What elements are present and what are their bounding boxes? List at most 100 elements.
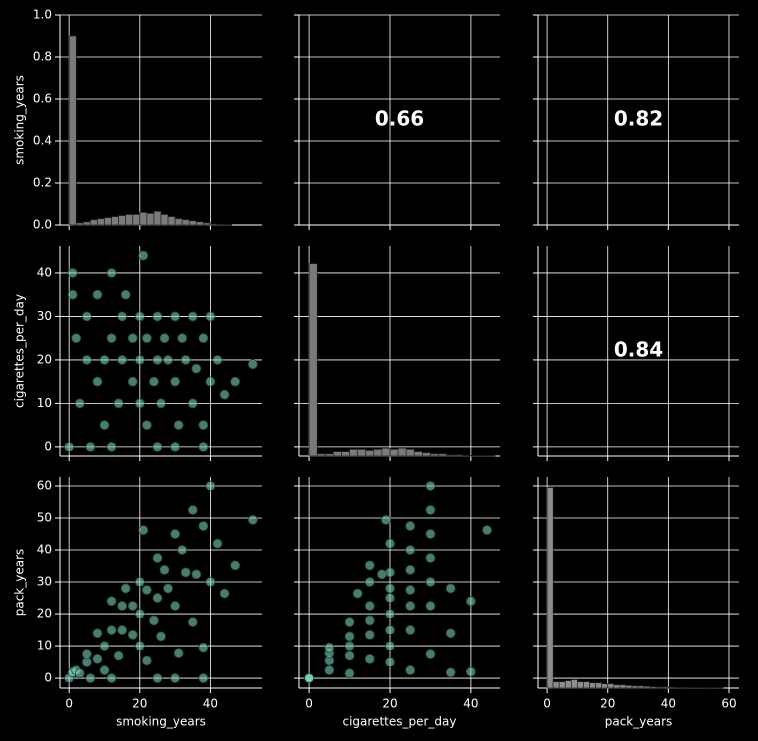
- scatter-point: [117, 311, 128, 322]
- y-axis-label: cigarettes_per_day: [13, 294, 27, 408]
- histogram-bar: [357, 449, 367, 457]
- scatter-point: [212, 355, 223, 365]
- scatter-point: [385, 609, 395, 619]
- y-tick-label: 60: [37, 478, 52, 492]
- scatter-point: [405, 545, 416, 555]
- histogram-bar: [381, 447, 391, 457]
- histogram-bar: [104, 217, 112, 226]
- scatter-point: [117, 601, 128, 611]
- scatter-point: [117, 625, 128, 635]
- histogram-bar: [125, 214, 134, 226]
- scatter-point: [67, 289, 78, 300]
- histogram-bar: [405, 449, 415, 457]
- x-tick-label: 20: [132, 697, 147, 711]
- y-tick-label: 10: [37, 396, 52, 410]
- scatter-point: [180, 355, 191, 365]
- histogram-bar: [413, 451, 423, 457]
- scatter-point: [134, 355, 145, 365]
- histogram-bar: [188, 220, 197, 226]
- y-tick-label: 40: [37, 543, 52, 557]
- histogram-bar: [181, 219, 190, 226]
- scatter-point: [425, 577, 436, 587]
- scatter-point: [465, 666, 476, 677]
- scatter-point: [198, 441, 209, 452]
- scatter-point: [205, 577, 216, 587]
- histogram-bar: [680, 687, 687, 689]
- y-tick-label: 30: [37, 575, 52, 589]
- scatter-point: [141, 655, 152, 666]
- scatter-point: [106, 625, 117, 635]
- scatter-point: [405, 601, 416, 611]
- y-tick-label: 0: [44, 439, 52, 453]
- scatter-point: [127, 601, 138, 611]
- scatter-point: [198, 642, 209, 653]
- scatter-point: [219, 389, 230, 400]
- y-tick-label: 30: [37, 309, 52, 323]
- scatter-point: [138, 525, 149, 536]
- histogram-bar: [373, 449, 383, 457]
- scatter-point: [385, 657, 395, 667]
- scatter-point: [117, 355, 128, 365]
- histogram-bar: [174, 218, 183, 226]
- histogram-bar: [655, 686, 663, 689]
- scatter-point: [230, 560, 241, 571]
- scatter-point: [173, 420, 184, 431]
- x-tick-label: 0: [543, 697, 551, 711]
- y-tick-label: 20: [37, 607, 52, 621]
- scatter-point: [127, 376, 138, 387]
- histogram-bar: [631, 685, 639, 689]
- scatter-point: [127, 629, 138, 640]
- scatter-point: [205, 481, 216, 491]
- scatter-point: [385, 593, 395, 603]
- histogram-bar: [619, 684, 627, 689]
- histogram-bar: [160, 214, 169, 226]
- scatter-point: [99, 355, 110, 365]
- scatter-point: [152, 441, 163, 452]
- y-tick-label: 0.2: [33, 176, 52, 190]
- histogram-bar: [601, 683, 609, 689]
- scatter-point: [247, 515, 258, 525]
- scatter-point: [405, 665, 416, 675]
- scatter-point: [71, 333, 82, 344]
- histogram-bar: [365, 450, 375, 457]
- scatter-point: [219, 588, 230, 599]
- histogram-bar: [217, 224, 225, 226]
- scatter-point: [425, 481, 436, 491]
- scatter-point: [405, 564, 416, 575]
- scatter-point: [425, 505, 436, 515]
- histogram-bar: [132, 214, 141, 226]
- scatter-point: [170, 376, 181, 387]
- histogram-bar: [546, 487, 554, 689]
- correlation-label: 0.84: [614, 338, 663, 362]
- histogram-bar: [75, 222, 84, 226]
- scatter-point: [385, 538, 395, 549]
- scatter-point: [405, 585, 416, 595]
- scatter-point: [67, 268, 78, 278]
- scatter-point: [405, 625, 416, 635]
- histogram-bar: [349, 449, 358, 457]
- histogram-bar: [341, 451, 350, 457]
- histogram-bar: [422, 452, 431, 457]
- scatter-point: [99, 420, 110, 431]
- histogram-bar: [446, 454, 456, 457]
- scatter-point: [385, 567, 395, 578]
- x-tick-label: 0: [305, 697, 313, 711]
- histogram-bar: [210, 223, 218, 226]
- histogram-bar: [607, 683, 615, 689]
- scatter-point: [187, 398, 198, 409]
- correlation-label: 0.82: [614, 107, 663, 131]
- scatter-point: [187, 617, 198, 627]
- scatter-point: [191, 569, 202, 580]
- scatter-point: [152, 311, 163, 322]
- scatter-point: [152, 355, 163, 365]
- scatter-point: [92, 653, 103, 664]
- y-tick-label: 0.8: [33, 50, 52, 64]
- scatter-point: [120, 289, 131, 300]
- scatter-point: [149, 615, 159, 626]
- scatter-point: [81, 311, 92, 322]
- scatter-point: [170, 601, 181, 611]
- scatter-point: [141, 420, 152, 431]
- scatter-point: [156, 631, 166, 642]
- scatter-point: [405, 521, 416, 531]
- scatter-point: [64, 441, 75, 452]
